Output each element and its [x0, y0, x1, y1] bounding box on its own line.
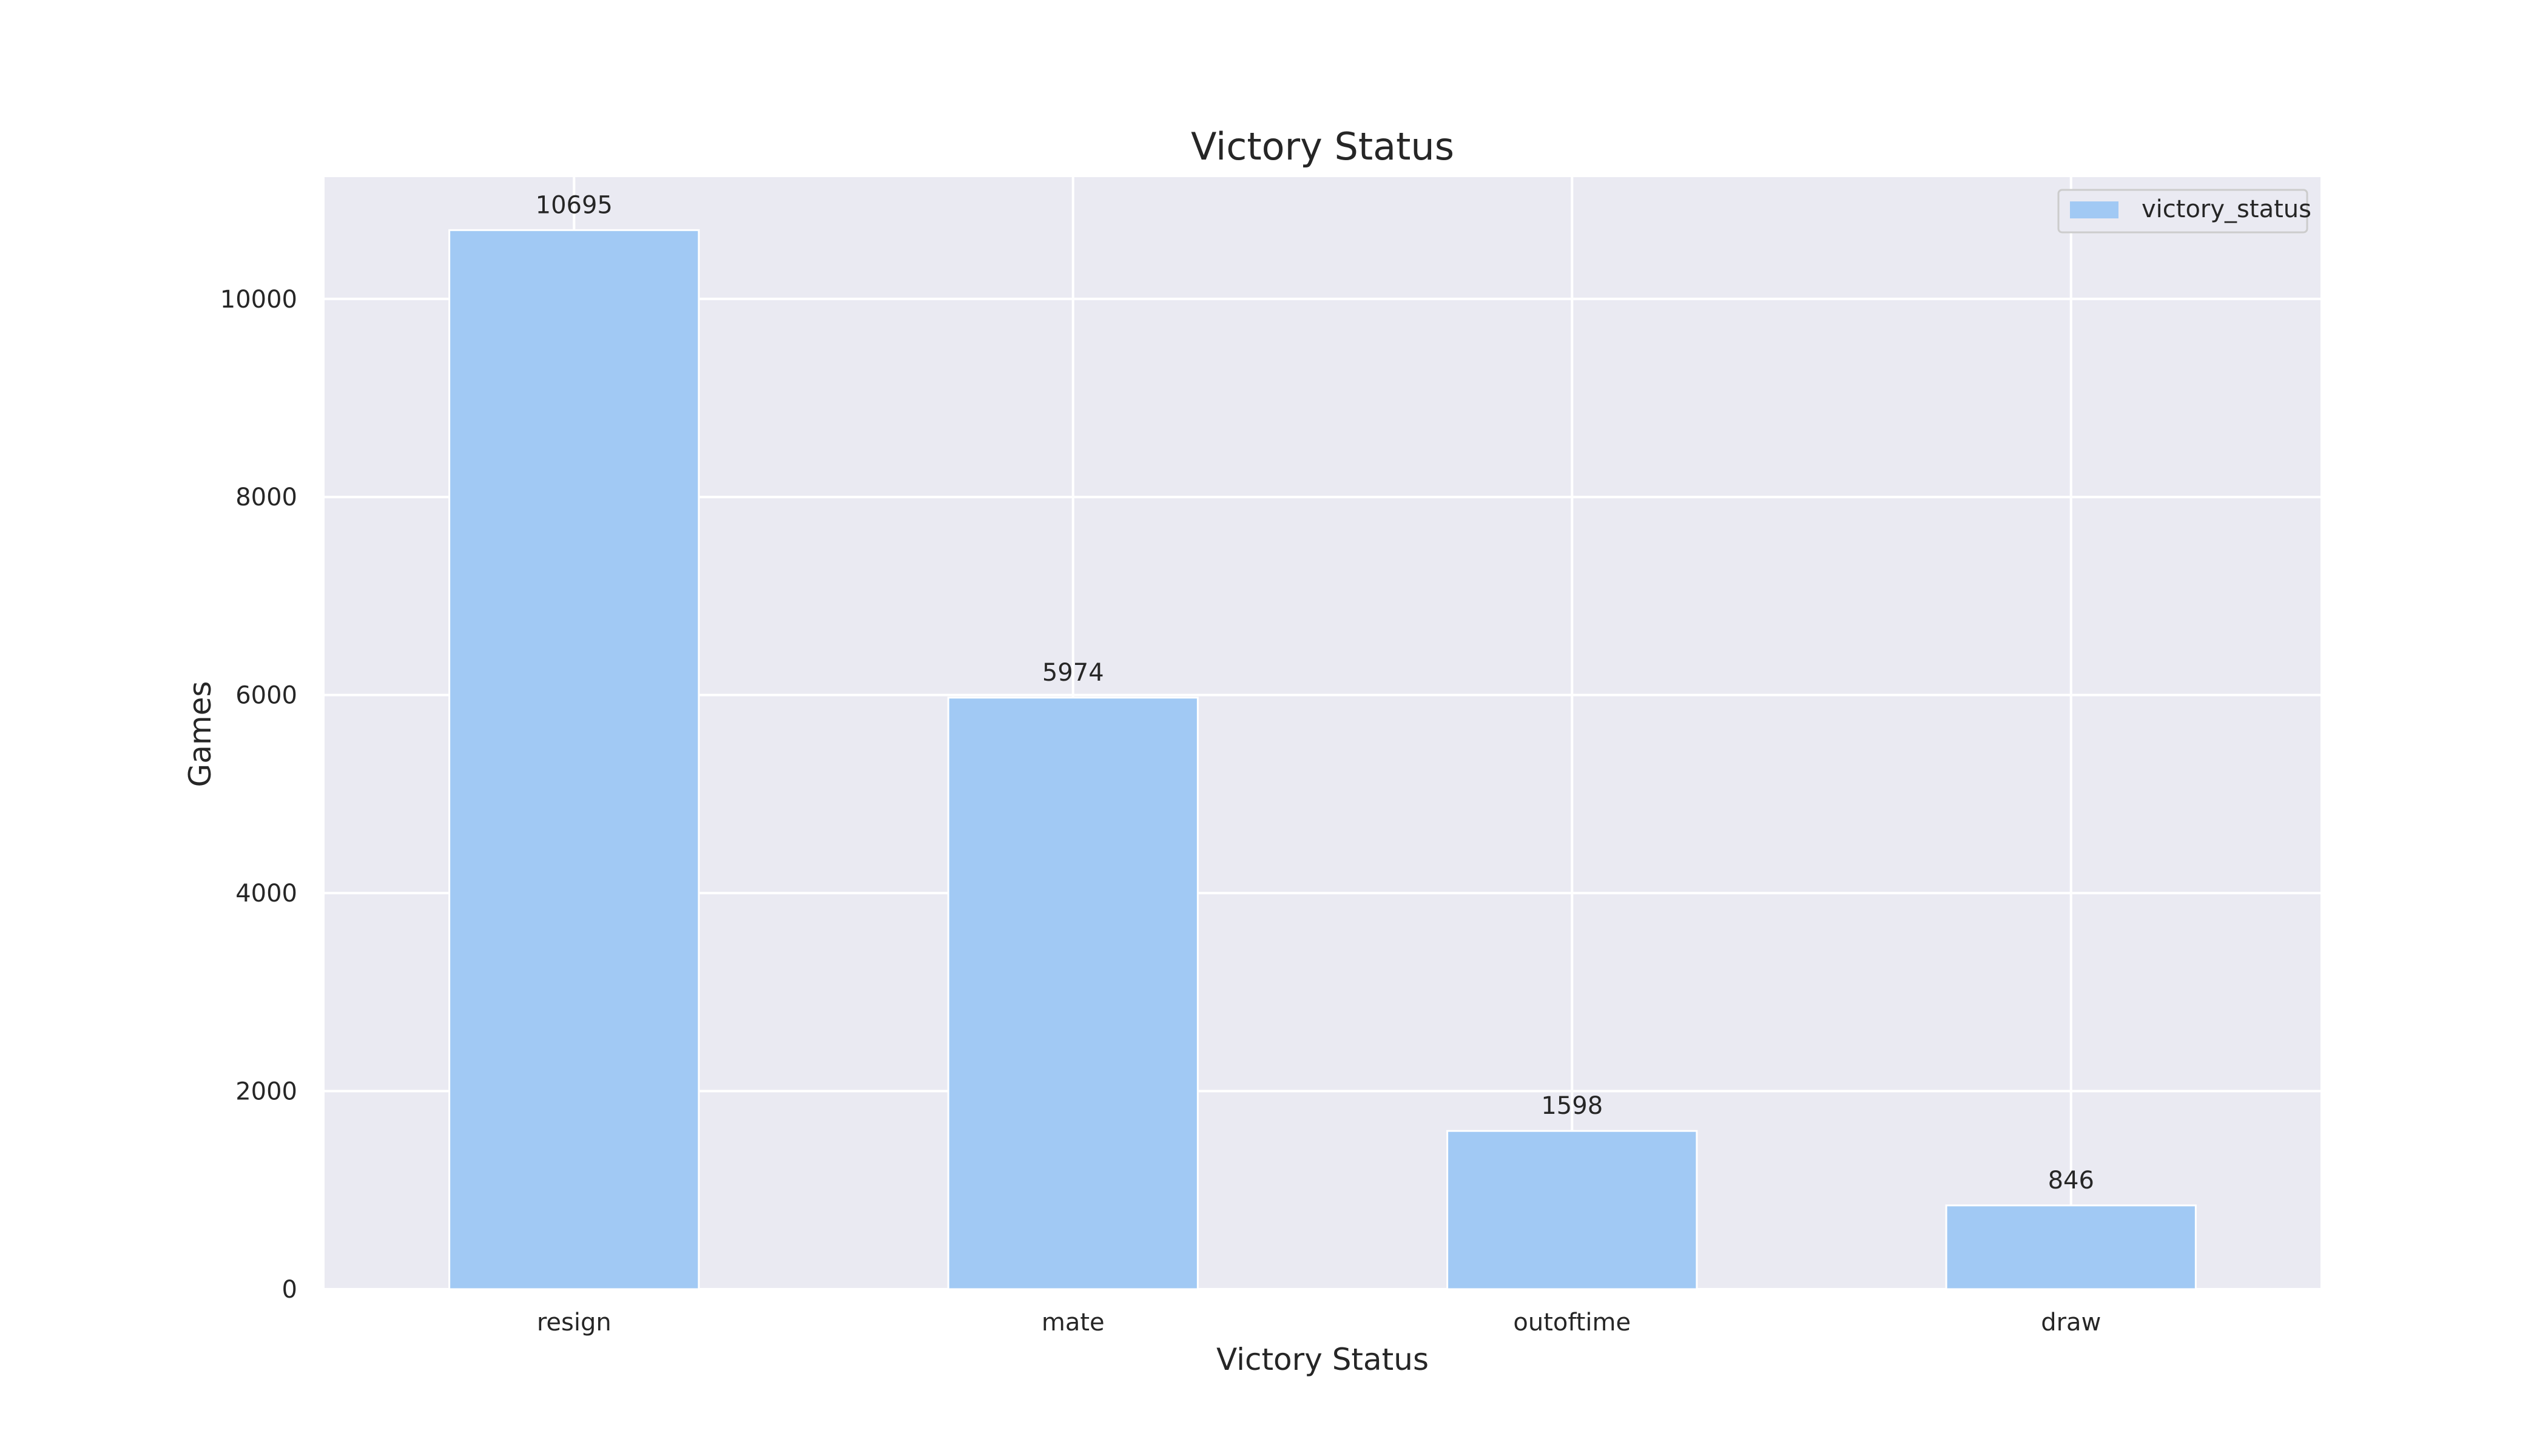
bar-mate: [947, 696, 1199, 1290]
y-axis-label: Games: [183, 681, 218, 787]
bar-resign: [448, 229, 700, 1290]
data-labels: 10695 5974 1598 846: [536, 191, 2094, 1195]
bar-outoftime: [1446, 1130, 1698, 1290]
x-axis-ticks: resign mate outoftime draw: [537, 1309, 2101, 1336]
y-tick-label: 2000: [235, 1078, 297, 1106]
y-tick-label: 0: [282, 1276, 297, 1304]
data-label-resign: 10695: [536, 191, 613, 219]
legend: victory_status: [2057, 189, 2311, 234]
legend-box: [2057, 189, 2308, 234]
y-tick-label: 6000: [235, 682, 297, 710]
y-tick-label: 8000: [235, 484, 297, 511]
x-axis-label: Victory Status: [1216, 1342, 1429, 1377]
x-tick-label-outoftime: outoftime: [1513, 1309, 1631, 1336]
x-tick-label-resign: resign: [537, 1309, 612, 1336]
x-tick-label-mate: mate: [1042, 1309, 1105, 1336]
bar-draw: [1945, 1204, 2197, 1290]
chart-title: Victory Status: [1191, 124, 1454, 169]
legend-swatch: [2070, 201, 2118, 218]
y-tick-label: 10000: [220, 286, 297, 314]
legend-label: victory_status: [2142, 195, 2311, 223]
data-label-mate: 5974: [1042, 659, 1104, 687]
data-label-draw: 846: [2048, 1167, 2094, 1195]
x-tick-label-draw: draw: [2041, 1309, 2101, 1336]
bars: [448, 229, 2197, 1290]
data-label-outoftime: 1598: [1541, 1092, 1603, 1120]
y-tick-label: 4000: [235, 880, 297, 908]
y-axis-ticks: 0 2000 4000 6000 8000 10000: [220, 286, 297, 1304]
